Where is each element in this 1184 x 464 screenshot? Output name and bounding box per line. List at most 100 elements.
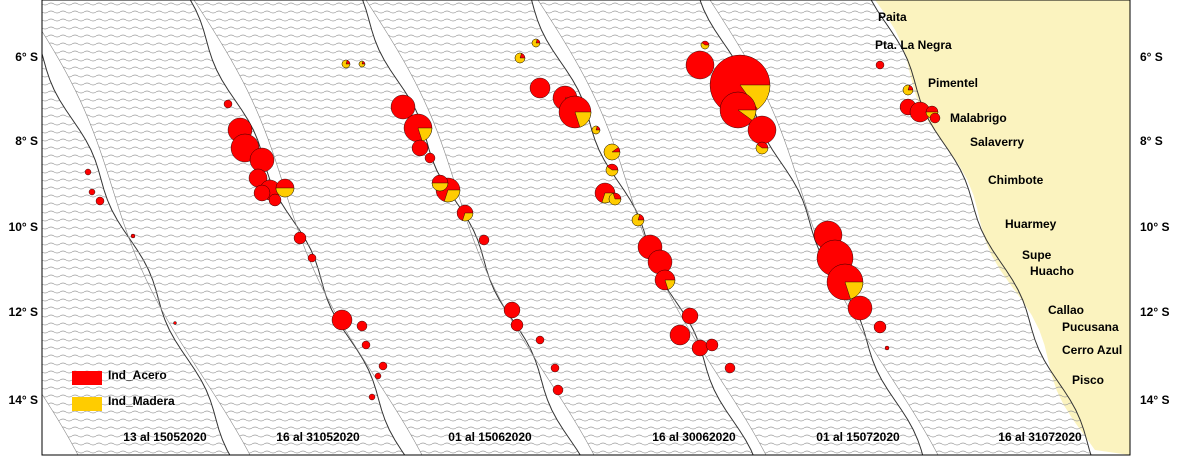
latitude-label: 14° S	[9, 393, 38, 407]
place-name: Pisco	[1072, 373, 1104, 387]
pie	[331, 309, 353, 331]
pie-red	[724, 362, 736, 374]
pie	[681, 307, 699, 325]
latitude-label: 6° S	[1140, 50, 1163, 64]
place-name: Huarmey	[1005, 217, 1057, 231]
pie-yellow	[591, 125, 601, 135]
pie	[654, 269, 676, 291]
pie	[691, 339, 709, 357]
pie-yellow	[605, 166, 619, 177]
latitude-label: 12° S	[1140, 305, 1169, 319]
pie	[605, 163, 619, 177]
pie	[356, 320, 368, 332]
pie	[341, 59, 351, 69]
map-layers	[42, 0, 1130, 455]
grid-band	[194, 0, 581, 455]
pie-red	[173, 321, 177, 325]
pie	[249, 147, 275, 173]
grid-edge	[42, 30, 251, 455]
pie-red	[331, 309, 353, 331]
pie-red	[424, 152, 436, 164]
latitude-label: 12° S	[9, 305, 38, 319]
pie-yellow	[275, 187, 295, 198]
pie-yellow	[664, 279, 676, 290]
grid-band	[538, 0, 923, 455]
pie-red	[378, 361, 388, 371]
pie	[88, 188, 96, 196]
pie	[84, 168, 92, 176]
pie-red	[529, 77, 551, 99]
pie-red	[130, 233, 136, 239]
pie-yellow	[631, 213, 645, 227]
pie-yellow	[755, 144, 769, 155]
pie	[130, 233, 136, 239]
pie-yellow	[514, 52, 526, 64]
pie	[358, 60, 366, 68]
pie	[478, 234, 490, 246]
pie-red	[368, 393, 376, 401]
pie	[873, 320, 887, 334]
pie	[529, 77, 551, 99]
grid-band	[710, 0, 1091, 455]
place-name: Paita	[878, 10, 907, 24]
pie	[755, 141, 769, 155]
legend-swatch	[72, 397, 102, 411]
pie-red	[356, 320, 368, 332]
pie-yellow	[574, 111, 592, 128]
pie-red	[390, 94, 416, 120]
pie-yellow	[603, 143, 621, 161]
pie-red	[307, 253, 317, 263]
pie-yellow	[739, 84, 771, 110]
pie-yellow	[462, 212, 474, 222]
pie	[700, 40, 710, 50]
period-label: 16 al 31072020	[998, 430, 1082, 444]
pie	[368, 393, 376, 401]
period-label: 01 al 15072020	[816, 430, 900, 444]
latitude-label: 10° S	[9, 220, 38, 234]
pie	[514, 52, 526, 64]
pie-red	[88, 188, 96, 196]
pie	[535, 335, 545, 345]
pie-yellow	[700, 42, 710, 50]
place-name: Callao	[1048, 303, 1084, 317]
pie	[374, 372, 382, 380]
place-name: Pimentel	[928, 76, 978, 90]
pie-red	[552, 384, 564, 396]
pie	[378, 361, 388, 371]
grid-band	[366, 0, 754, 455]
pie	[902, 84, 914, 96]
pie	[268, 193, 282, 207]
pie-red	[84, 168, 92, 176]
pie-red	[411, 139, 429, 157]
pie-red	[293, 231, 307, 245]
pie	[223, 99, 233, 109]
pie	[603, 143, 621, 161]
pie	[719, 91, 757, 129]
pie	[307, 253, 317, 263]
latitude-label: 10° S	[1140, 220, 1169, 234]
grid-band	[42, 0, 405, 455]
land	[875, 0, 1130, 455]
coastline	[42, 51, 231, 455]
pie-red	[669, 324, 691, 346]
pie-red	[249, 147, 275, 173]
place-name: Salaverry	[970, 135, 1024, 149]
place-name: Pucusana	[1062, 320, 1119, 334]
pie-yellow	[358, 60, 366, 68]
map-frame	[41, 0, 1131, 456]
latitude-label: 6° S	[15, 50, 38, 64]
grid-edge	[365, 0, 595, 455]
pie	[685, 50, 715, 80]
pie	[724, 362, 736, 374]
pie	[826, 263, 864, 301]
pie-red	[873, 320, 887, 334]
pie-yellow	[531, 38, 541, 48]
pie-yellow	[431, 182, 449, 192]
pie	[361, 340, 371, 350]
pie-red	[268, 193, 282, 207]
pie	[431, 174, 449, 192]
pie	[173, 321, 177, 325]
pie	[456, 204, 474, 222]
place-name: Cerro Azul	[1062, 343, 1122, 357]
